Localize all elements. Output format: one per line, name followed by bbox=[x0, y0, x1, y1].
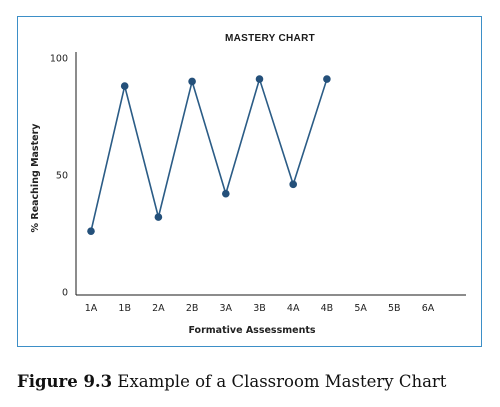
x-tick-label: 6A bbox=[422, 303, 435, 314]
figure-caption: Figure 9.3 Example of a Classroom Master… bbox=[17, 372, 487, 391]
data-point bbox=[154, 213, 163, 221]
data-point bbox=[323, 75, 331, 83]
x-tick-label: 4B bbox=[321, 303, 334, 314]
series-line bbox=[90, 78, 328, 232]
data-point bbox=[188, 77, 196, 86]
y-tick-label: 0 bbox=[62, 288, 68, 299]
x-axis-label: Formative Assessments bbox=[188, 325, 315, 336]
x-tick-label: 2A bbox=[152, 303, 165, 314]
x-tick-label: 4A bbox=[287, 303, 300, 314]
figure-caption-text: Example of a Classroom Mastery Chart bbox=[112, 372, 447, 391]
y-tick-label: 50 bbox=[56, 171, 68, 182]
x-tick-label: 5B bbox=[388, 303, 401, 314]
data-point bbox=[120, 82, 129, 90]
x-tick-label: 1B bbox=[118, 303, 131, 314]
y-tick-label: 100 bbox=[50, 54, 68, 65]
x-tick-label: 3A bbox=[220, 303, 233, 314]
chart-frame bbox=[17, 16, 482, 347]
x-tick-label: 5A bbox=[354, 303, 367, 314]
data-point bbox=[222, 189, 230, 198]
x-tick-label: 2B bbox=[186, 303, 199, 314]
y-axis-label: % Reaching Mastery bbox=[30, 123, 41, 233]
data-point bbox=[255, 75, 264, 83]
data-point bbox=[87, 227, 95, 235]
figure-label: Figure 9.3 bbox=[17, 372, 113, 391]
x-tick-label: 3B bbox=[253, 303, 266, 314]
chart-title: MASTERY CHART bbox=[225, 33, 315, 44]
x-tick-label: 1A bbox=[85, 303, 98, 314]
data-point bbox=[289, 180, 298, 189]
